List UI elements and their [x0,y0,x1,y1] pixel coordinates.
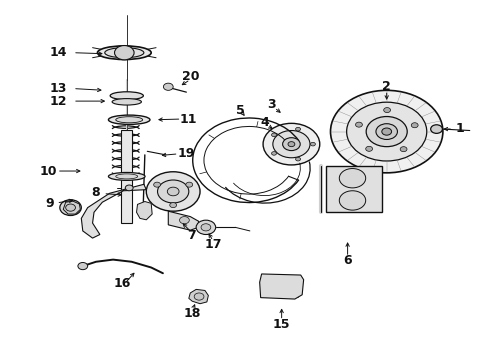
Ellipse shape [116,174,138,179]
Circle shape [366,146,372,151]
Polygon shape [326,166,382,212]
Circle shape [311,142,316,146]
Ellipse shape [98,46,151,59]
Circle shape [201,224,211,231]
Polygon shape [137,202,152,220]
Text: 6: 6 [343,254,352,267]
Circle shape [186,182,193,187]
Circle shape [196,220,216,234]
Circle shape [411,123,418,128]
Circle shape [339,168,366,188]
Text: 16: 16 [113,278,130,291]
Circle shape [154,182,161,187]
Circle shape [194,293,204,300]
Circle shape [384,108,391,113]
Circle shape [60,200,81,216]
Circle shape [356,122,363,127]
Text: 10: 10 [40,165,57,177]
Circle shape [167,187,179,196]
Polygon shape [63,201,80,214]
Text: 7: 7 [187,229,196,242]
Polygon shape [168,211,198,230]
Ellipse shape [110,92,144,100]
Text: 2: 2 [382,80,391,93]
Circle shape [339,191,366,210]
Text: 1: 1 [456,122,465,135]
Circle shape [158,180,189,203]
Circle shape [376,124,397,139]
Text: 4: 4 [260,116,269,129]
Circle shape [366,117,407,147]
Circle shape [271,133,276,137]
Polygon shape [189,289,208,304]
Circle shape [147,172,200,211]
Text: 8: 8 [92,186,100,199]
Circle shape [66,204,75,211]
Text: 15: 15 [273,318,291,331]
Circle shape [263,123,320,165]
Text: 3: 3 [268,98,276,111]
Ellipse shape [112,99,142,105]
Ellipse shape [108,172,145,180]
Circle shape [115,45,134,60]
Ellipse shape [116,117,143,123]
Circle shape [288,141,295,147]
Circle shape [170,203,176,208]
Text: 19: 19 [178,147,195,159]
Polygon shape [260,274,304,299]
Text: 18: 18 [184,307,201,320]
Ellipse shape [105,48,144,58]
Text: 5: 5 [236,104,245,117]
Text: 11: 11 [180,113,197,126]
Text: 13: 13 [49,82,67,95]
Circle shape [125,185,133,191]
Circle shape [331,90,443,173]
Text: 12: 12 [49,95,67,108]
Circle shape [78,262,88,270]
Circle shape [382,128,392,135]
Text: 20: 20 [181,69,199,82]
Text: 17: 17 [204,238,222,251]
Circle shape [273,131,310,158]
Polygon shape [122,130,132,223]
Circle shape [179,217,189,224]
Circle shape [163,83,173,90]
Circle shape [400,147,407,152]
Circle shape [346,102,427,161]
Text: 9: 9 [45,197,54,210]
Circle shape [295,127,300,131]
Circle shape [431,125,442,134]
Polygon shape [81,184,147,238]
Circle shape [283,138,300,150]
Circle shape [295,157,300,161]
Ellipse shape [108,115,150,125]
Text: 14: 14 [49,46,67,59]
Circle shape [271,152,276,155]
